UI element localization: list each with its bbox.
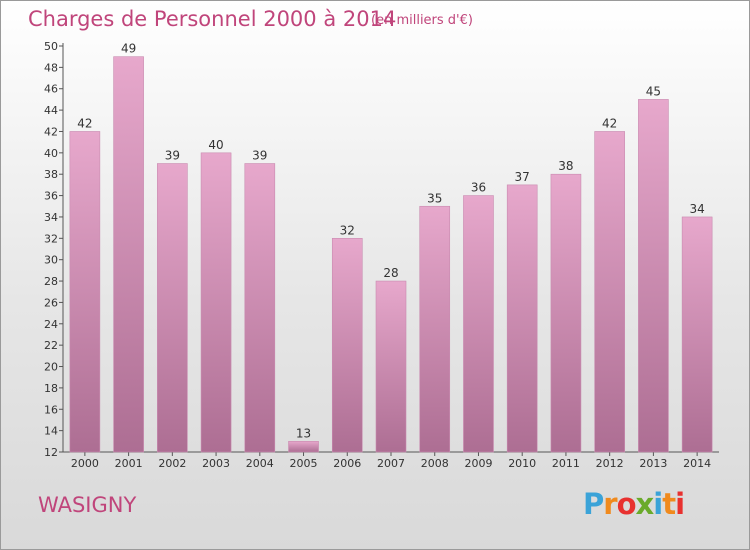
x-tick-label: 2002 <box>158 457 186 470</box>
y-tick-label: 32 <box>44 232 58 245</box>
data-label: 38 <box>558 159 573 173</box>
y-tick-label: 12 <box>44 446 58 459</box>
bar-2006 <box>331 238 363 453</box>
y-tick-label: 38 <box>44 168 58 181</box>
x-tick-label: 2001 <box>115 457 143 470</box>
x-tick-label: 2007 <box>377 457 405 470</box>
proxiti-logo[interactable]: Proxiti <box>583 487 685 521</box>
x-tick-label: 2014 <box>683 457 711 470</box>
data-label: 45 <box>646 84 661 98</box>
bar-2007 <box>375 280 407 453</box>
data-label: 36 <box>471 181 486 195</box>
logo-letter: r <box>603 487 617 521</box>
y-tick-label: 44 <box>44 104 58 117</box>
data-label: 39 <box>165 149 180 163</box>
bar-2002 <box>157 163 188 453</box>
x-tick-label: 2011 <box>552 457 580 470</box>
logo-letter: i <box>675 487 685 521</box>
data-label: 34 <box>689 202 704 216</box>
logo-letter: i <box>653 487 663 521</box>
bar-2008 <box>419 205 451 453</box>
bar-2014 <box>681 216 713 453</box>
data-label: 39 <box>252 149 267 163</box>
bar-2000 <box>69 131 101 453</box>
x-tick-label: 2012 <box>596 457 624 470</box>
logo-letter: t <box>662 487 676 521</box>
y-tick-label: 36 <box>44 190 58 203</box>
data-label: 37 <box>515 170 530 184</box>
x-tick-label: 2000 <box>71 457 99 470</box>
x-tick-label: 2004 <box>246 457 274 470</box>
x-tick-label: 2008 <box>421 457 449 470</box>
x-tick-label: 2013 <box>639 457 667 470</box>
y-tick-label: 40 <box>44 147 58 160</box>
y-tick-label: 18 <box>44 382 58 395</box>
data-label: 42 <box>77 116 92 130</box>
data-label: 32 <box>340 223 355 237</box>
bar-2012 <box>594 131 625 453</box>
data-label: 13 <box>296 426 311 440</box>
y-tick-label: 28 <box>44 275 58 288</box>
y-tick-label: 42 <box>44 125 58 138</box>
data-label: 28 <box>383 266 398 280</box>
commune-name: WASIGNY <box>38 493 137 517</box>
data-label: 42 <box>602 116 617 130</box>
bar-2001 <box>113 56 144 453</box>
axes: 12 14 16 18 20 22 24 26 28 30 32 34 36 38 40 42 44 46 48 50… <box>44 40 719 470</box>
bar-2005 <box>288 441 319 453</box>
bar-2010 <box>506 184 538 453</box>
y-tick-label: 48 <box>44 61 58 74</box>
x-tick-label: 2006 <box>333 457 361 470</box>
bar-2004 <box>244 163 276 453</box>
y-tick-label: 16 <box>44 403 58 416</box>
y-tick-label: 22 <box>44 339 58 352</box>
bar-2011 <box>550 173 582 453</box>
data-label: 40 <box>208 138 223 152</box>
chart-title: Charges de Personnel 2000 à 2014 <box>28 7 397 31</box>
y-tick-label: 30 <box>44 254 58 267</box>
logo-letter: P <box>583 487 604 521</box>
x-tick-label: 2005 <box>290 457 318 470</box>
value-labels: 42 49 39 40 39 13 32 28 35 36 37 38 42 45 34 <box>77 42 705 441</box>
y-tick-label: 14 <box>44 425 58 438</box>
bars <box>69 56 713 453</box>
bar-2009 <box>463 195 494 453</box>
bar-2003 <box>200 152 232 453</box>
y-tick-label: 50 <box>44 40 58 53</box>
data-label: 49 <box>121 42 136 56</box>
bar-2013 <box>638 99 669 453</box>
logo-letter: o <box>616 487 637 521</box>
chart-subtitle: (en milliers d'€) <box>371 13 473 28</box>
x-tick-label: 2003 <box>202 457 230 470</box>
y-tick-label: 26 <box>44 296 58 309</box>
y-tick-label: 20 <box>44 361 58 374</box>
y-tick-label: 46 <box>44 83 58 96</box>
logo-letter: x <box>635 487 655 521</box>
data-label: 35 <box>427 191 442 205</box>
y-tick-label: 24 <box>44 318 58 331</box>
y-tick-label: 34 <box>44 211 58 224</box>
x-tick-label: 2010 <box>508 457 536 470</box>
x-tick-label: 2009 <box>464 457 492 470</box>
